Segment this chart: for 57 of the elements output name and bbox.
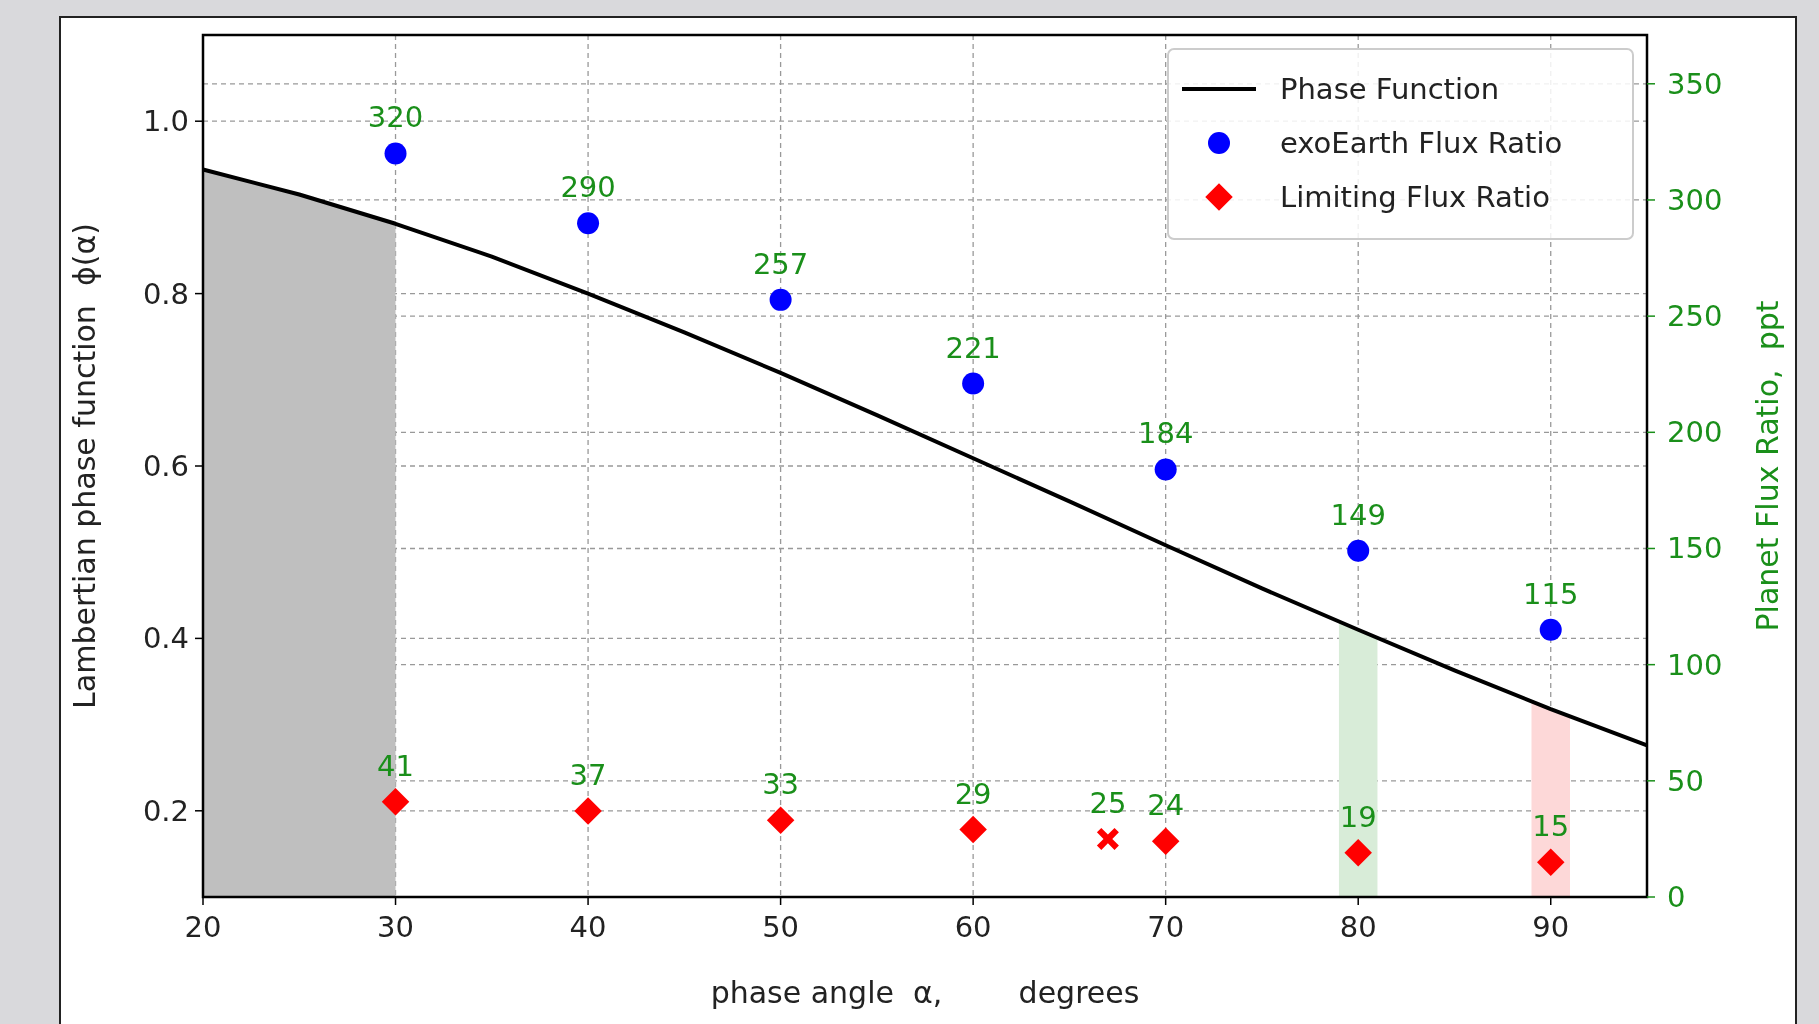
y-tick-label: 0.4 — [142, 621, 189, 656]
x-tick-label: 70 — [1147, 910, 1185, 944]
y-tick-label: 1.0 — [142, 104, 189, 139]
x-tick-label: 50 — [762, 910, 800, 944]
x-tick-label: 80 — [1339, 910, 1377, 944]
data-label: 41 — [377, 748, 414, 783]
y-tick-label: 0.8 — [142, 276, 189, 311]
x-axis-title: phase angle α, degrees — [710, 975, 1140, 1010]
data-label: 33 — [762, 767, 800, 802]
y-axis-title: Lambertian phase function ϕ(α) — [67, 223, 102, 709]
legend-label: Phase Function — [1280, 72, 1500, 106]
point — [1154, 458, 1177, 481]
point — [1344, 839, 1372, 867]
data-label: 221 — [945, 330, 1001, 365]
x-tick-label: 30 — [377, 910, 414, 944]
y2-tick-label: 250 — [1667, 299, 1723, 334]
point — [1151, 827, 1180, 855]
data-label: 320 — [367, 100, 424, 135]
point — [766, 806, 795, 835]
data-label: 29 — [954, 776, 992, 811]
y2-tick-label: 50 — [1667, 763, 1704, 798]
legend-label: Limiting Flux Ratio — [1280, 180, 1550, 214]
data-label: 115 — [1523, 576, 1579, 611]
y2-tick-label: 150 — [1667, 531, 1723, 566]
data-label: 37 — [569, 758, 607, 793]
legend-label: exoEarth Flux Ratio — [1280, 126, 1563, 160]
data-label: 19 — [1339, 799, 1377, 834]
data-label: 257 — [752, 246, 809, 281]
data-label: 149 — [1330, 497, 1386, 532]
y2-tick-label: 0 — [1667, 880, 1686, 914]
point — [959, 815, 987, 844]
data-label: 15 — [1532, 809, 1570, 844]
x-tick-label: 90 — [1532, 910, 1570, 944]
point — [1347, 539, 1370, 562]
data-label: 290 — [560, 170, 616, 205]
point — [1536, 848, 1565, 876]
y-tick-label: 0.6 — [142, 449, 189, 483]
x-tick-label: 40 — [569, 910, 607, 944]
point — [577, 212, 600, 235]
point — [574, 797, 602, 825]
y2-tick-label: 300 — [1667, 182, 1723, 217]
data-label: 184 — [1137, 416, 1194, 451]
y2-axis-title: Planet Flux Ratio, ppt — [1750, 300, 1785, 632]
y2-tick-label: 350 — [1667, 66, 1723, 101]
point — [769, 288, 792, 311]
x-tick-label: 60 — [954, 910, 992, 944]
y2-tick-label: 100 — [1667, 647, 1723, 682]
x-tick-label: 20 — [184, 910, 222, 944]
point — [962, 372, 985, 395]
data-label: 24 — [1147, 788, 1185, 823]
point — [381, 787, 410, 816]
y-tick-label: 0.2 — [142, 793, 189, 828]
point — [1096, 827, 1119, 850]
data-label: 25 — [1089, 785, 1127, 820]
point — [1539, 618, 1562, 641]
y2-tick-label: 200 — [1667, 415, 1723, 450]
point — [384, 142, 407, 165]
